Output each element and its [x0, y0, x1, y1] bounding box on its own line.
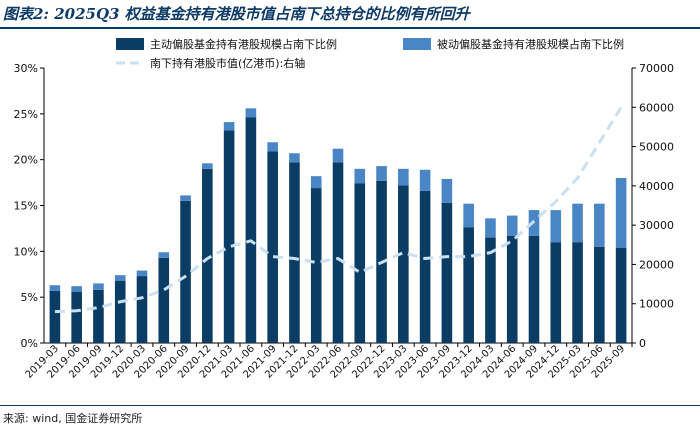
bar-passive [136, 270, 148, 277]
bar-passive [376, 166, 387, 181]
source-note: 来源: wind, 国金证券研究所 [3, 412, 143, 425]
bar-active [223, 130, 235, 343]
right-axis-tick-label: 20000 [639, 258, 674, 271]
bar-active [463, 227, 474, 343]
right-axis-tick-label: 60000 [639, 101, 674, 114]
bar-active [180, 200, 191, 343]
bar-passive [332, 148, 344, 163]
left-axis-tick-label: 20% [14, 154, 38, 167]
legend-swatch-passive [403, 38, 431, 50]
bar-active [506, 235, 518, 343]
bar-passive [441, 178, 453, 203]
right-axis-tick-label: 40000 [639, 180, 674, 193]
left-axis-tick-label: 15% [14, 200, 38, 213]
bar-passive [354, 168, 366, 184]
bar-passive [267, 142, 278, 152]
bar-passive [506, 215, 518, 236]
bar-active [572, 242, 583, 343]
left-axis-tick-label: 30% [14, 62, 38, 75]
bar-passive [245, 108, 257, 118]
left-axis-tick-label: 0% [21, 337, 38, 350]
bar-passive [158, 252, 170, 258]
south-bound-holdings-chart: 主动偏股基金持有港股规模占南下比例 被动偏股基金持有港股规模占南下比例南下持有港股… [14, 37, 674, 381]
bar-active [550, 242, 562, 343]
bar-active [594, 246, 605, 343]
right-axis-tick-label: 70000 [639, 62, 674, 75]
bar-active [202, 168, 213, 343]
bar-passive [93, 283, 104, 290]
bar-active [245, 117, 257, 343]
source-divider [0, 405, 700, 406]
bar-passive [71, 286, 82, 292]
bar-passive [49, 285, 61, 291]
bar-passive [463, 203, 474, 228]
bar-active [332, 162, 344, 343]
chart-title: 图表2: 2025Q3 权益基金持有港股市值占南下总持仓的比例有所回升 [3, 5, 470, 23]
bar-active [267, 151, 278, 343]
bar-active [71, 291, 82, 343]
bar-passive [180, 195, 191, 201]
bar-active [419, 190, 431, 343]
bar-passive [594, 203, 605, 247]
right-axis-tick-label: 0 [639, 337, 646, 350]
right-axis-tick-label: 10000 [639, 298, 674, 311]
legend-label-line: 南下持有港股市值(亿港币):右轴 [150, 56, 305, 70]
bar-active [114, 280, 126, 343]
legend-swatch-active [116, 38, 144, 50]
bar-active [615, 247, 627, 343]
bar-passive [615, 178, 627, 248]
bar-passive [310, 176, 322, 189]
right-axis-tick-label: 30000 [639, 219, 674, 232]
bar-active [289, 162, 300, 343]
bar-passive [202, 163, 213, 169]
bar-passive [398, 168, 409, 186]
right-axis-tick-label: 50000 [639, 141, 674, 154]
bar-passive [114, 275, 126, 281]
legend-label-active: 主动偏股基金持有港股规模占南下比例 [150, 37, 337, 51]
bar-active [136, 276, 148, 343]
bar-active [485, 237, 496, 343]
bar-passive [572, 203, 583, 243]
line-south-bound-holdings [54, 106, 623, 314]
bar-active [354, 183, 366, 343]
bar-active [441, 202, 453, 343]
title-divider [0, 27, 700, 29]
bar-active [158, 257, 170, 343]
bar-active [310, 188, 322, 343]
bar-passive [550, 210, 562, 243]
title-bar: 图表2: 2025Q3 权益基金持有港股市值占南下总持仓的比例有所回升 [0, 0, 700, 27]
left-axis-tick-label: 25% [14, 108, 38, 121]
bar-active [398, 185, 409, 343]
bar-passive [223, 122, 235, 131]
bar-passive [485, 218, 496, 238]
left-axis-tick-label: 5% [21, 291, 38, 304]
bar-passive [289, 153, 300, 163]
bar-passive [419, 169, 431, 191]
legend-label-passive: 被动偏股基金持有港股规模占南下比例 [437, 37, 624, 51]
left-axis-tick-label: 10% [14, 245, 38, 258]
bar-active [49, 290, 61, 343]
bar-active [528, 235, 540, 343]
bar-active [93, 289, 104, 343]
